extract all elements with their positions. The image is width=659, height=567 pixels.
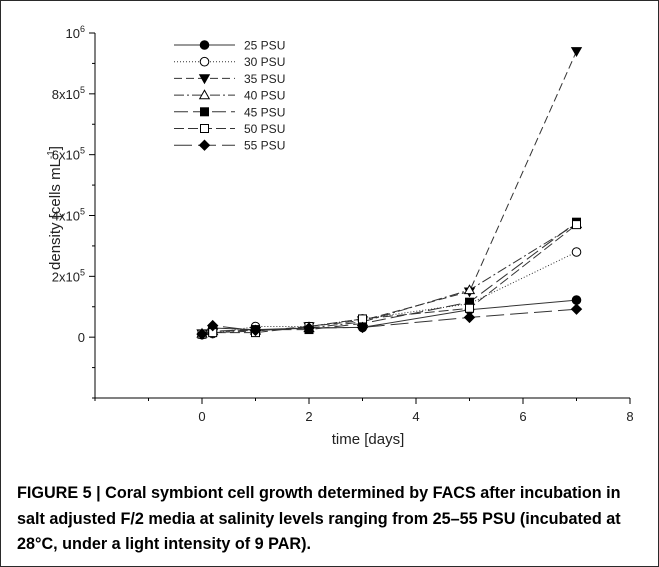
series-line <box>201 221 577 335</box>
legend-marker <box>200 107 209 117</box>
legend-label: 35 PSU <box>244 72 285 86</box>
data-point <box>571 247 582 257</box>
x-axis-label: time [days] <box>332 431 405 448</box>
legend: 25 PSU 30 PSU 35 PSU 40 PSU 45 PSU 50 PSU 55 P… <box>174 39 285 153</box>
legend-label: 30 PSU <box>244 55 285 69</box>
data-point <box>463 311 476 324</box>
legend-label: 40 PSU <box>244 89 285 103</box>
legend-label: 25 PSU <box>244 39 285 53</box>
legend-marker <box>198 139 211 151</box>
data-point <box>465 303 474 313</box>
y-axis-label: density [cells mL-1] <box>46 146 64 270</box>
y-tick-label: 8x105 <box>52 85 85 102</box>
data-point <box>356 321 369 334</box>
y-tick-label: 2x105 <box>52 267 85 284</box>
legend-label: 50 PSU <box>244 122 285 136</box>
data-point <box>463 284 476 295</box>
x-tick-label: 4 <box>412 409 419 424</box>
data-point <box>249 324 262 337</box>
data-point <box>196 328 208 340</box>
data-point <box>572 220 581 230</box>
chart: 0 2 4 6 8 0 2x105 4x105 6x105 8x105 106 25 PSU 30 P… <box>46 24 634 448</box>
data-point <box>358 314 367 324</box>
chart-axes: 0 2 4 6 8 0 2x105 4x105 6x105 8x105 106 <box>52 24 634 424</box>
legend-marker <box>198 89 211 100</box>
legend-marker <box>199 56 210 67</box>
y-tick-label: 106 <box>66 24 85 41</box>
data-point <box>570 303 583 315</box>
x-tick-label: 6 <box>519 409 526 424</box>
data-point <box>570 47 583 58</box>
data-point <box>303 322 315 334</box>
legend-label: 45 PSU <box>244 105 285 119</box>
y-tick-label: 6x105 <box>52 146 85 163</box>
legend-marker <box>198 74 211 85</box>
x-tick-label: 2 <box>305 409 312 424</box>
data-point <box>571 295 582 305</box>
series-line <box>201 224 577 335</box>
series-markers <box>196 47 583 340</box>
series-line <box>201 223 577 334</box>
legend-marker <box>199 40 210 50</box>
y-tick-label: 4x105 <box>52 207 85 224</box>
figure-caption: FIGURE 5 | Coral symbiont cell growth de… <box>17 484 621 553</box>
x-tick-label: 8 <box>626 409 633 424</box>
y-tick-label: 0 <box>78 330 85 345</box>
data-point <box>206 319 219 332</box>
legend-marker <box>200 124 209 133</box>
x-tick-label: 0 <box>198 409 205 424</box>
legend-label: 55 PSU <box>244 139 285 153</box>
